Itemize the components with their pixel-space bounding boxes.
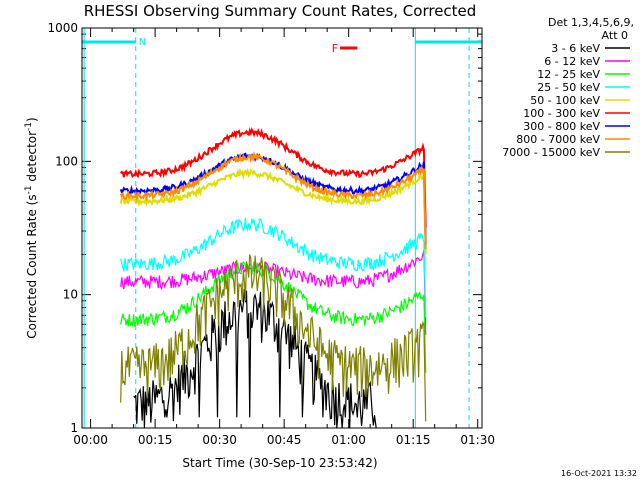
series-line-7 <box>119 150 427 250</box>
chart-title: RHESSI Observing Summary Count Rates, Co… <box>84 2 477 20</box>
plot-area: 1 10 100 1000 00:00 00:15 00:30 00:45 01:00 01:15… <box>47 21 495 447</box>
timestamp: 16-Oct-2021 13:32 <box>561 469 637 478</box>
y-tick-label: 1 <box>70 421 78 435</box>
x-tick-label: 00:30 <box>202 433 237 447</box>
y-axis-label: Corrected Count Rate (s-1 detector-1) <box>24 117 39 338</box>
y-tick-label: 10 <box>63 288 78 302</box>
legend-label-4: 50 - 100 keV <box>530 94 600 107</box>
x-tick-label: 00:45 <box>267 433 302 447</box>
flare-flag-label: F <box>332 42 338 55</box>
plot-frame <box>81 27 483 429</box>
series-line-4 <box>119 167 427 255</box>
y-tick-label: 1000 <box>47 21 78 35</box>
series-line-8 <box>120 254 427 422</box>
x-tick-label: 01:00 <box>331 433 366 447</box>
legend-label-3: 25 - 50 keV <box>537 81 600 94</box>
legend-label-5: 100 - 300 keV <box>523 107 600 120</box>
night-flag-label: N <box>139 37 146 48</box>
x-tick-label: 01:30 <box>460 433 495 447</box>
legend-label-8: 7000 - 15000 keV <box>502 146 600 159</box>
x-axis-label: Start Time (30-Sep-10 23:53:42) <box>182 456 377 470</box>
legend-header-line-2: Att 0 <box>602 29 628 42</box>
x-tick-label: 01:15 <box>396 433 431 447</box>
legend-header-line-1: Det 1,3,4,5,6,9, <box>548 16 634 29</box>
legend-label-7: 800 - 7000 keV <box>516 133 600 146</box>
legend-label-2: 12 - 25 keV <box>537 68 600 81</box>
x-tick-label: 00:15 <box>138 433 173 447</box>
series-line-6 <box>119 152 427 245</box>
series-line-0 <box>133 289 377 429</box>
series-line-5 <box>119 127 427 228</box>
series-line-3 <box>120 217 427 318</box>
series-line-1 <box>120 249 427 335</box>
y-tick-label: 100 <box>55 154 78 168</box>
legend-label-0: 3 - 6 keV <box>551 42 600 55</box>
legend-label-6: 300 - 800 keV <box>523 120 600 133</box>
x-tick-label: 00:00 <box>73 433 108 447</box>
legend-label-1: 6 - 12 keV <box>544 55 600 68</box>
series-line-2 <box>120 261 427 373</box>
